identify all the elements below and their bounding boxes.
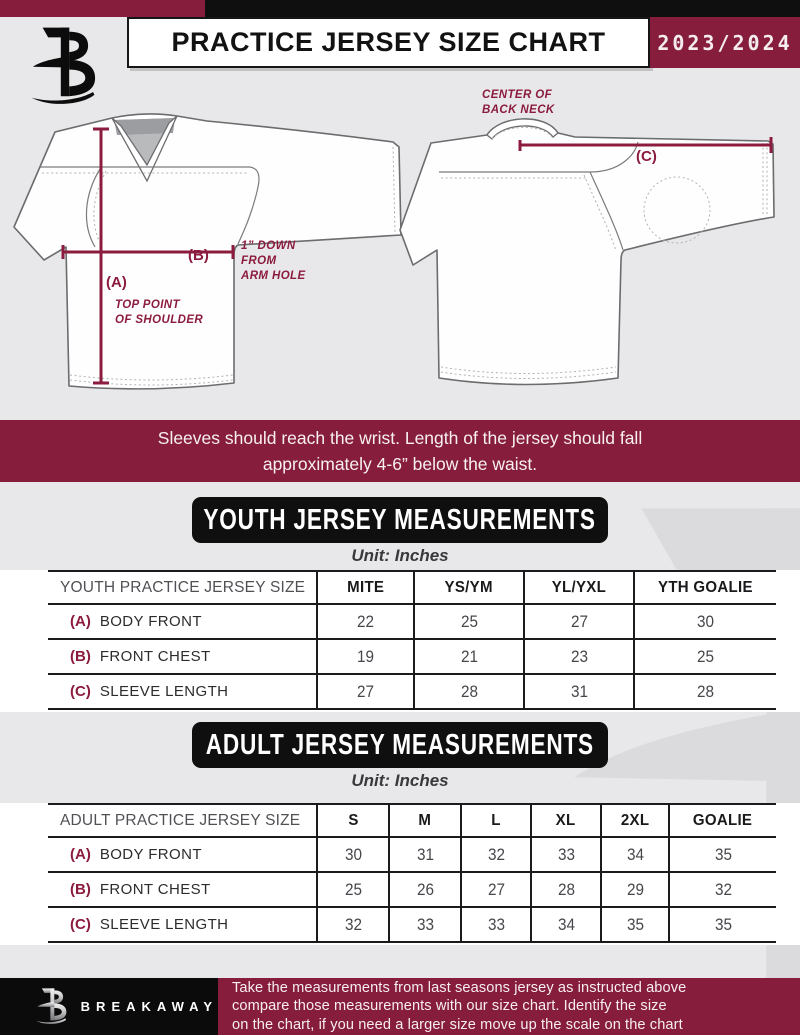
- table-cell: 27: [523, 605, 633, 640]
- table-cell: 33: [460, 908, 530, 943]
- table-cell: 28: [633, 675, 776, 710]
- table-cell: 27: [460, 873, 530, 908]
- top-strip-maroon: [0, 0, 205, 17]
- adult-row-label: (B) FRONT CHEST: [48, 873, 316, 908]
- table-cell: 35: [668, 908, 776, 943]
- youth-col-header: YTH GOALIE: [633, 570, 776, 605]
- table-cell: 32: [316, 908, 388, 943]
- breakaway-footer-logo-icon: [36, 987, 67, 1024]
- table-cell: 31: [388, 838, 460, 873]
- table-cell: 26: [388, 873, 460, 908]
- table-cell: 25: [633, 640, 776, 675]
- adult-col-header: L: [460, 803, 530, 838]
- table-cell: 34: [530, 908, 600, 943]
- measure-b-key: (B): [188, 247, 209, 264]
- adult-col-header: 2XL: [600, 803, 668, 838]
- measure-b-note: 1” DOWN FROM ARM HOLE: [241, 240, 306, 282]
- banner-line: approximately 4-6” below the waist.: [262, 454, 538, 474]
- measure-c-key: (C): [636, 148, 657, 165]
- table-cell: 30: [633, 605, 776, 640]
- table-cell: 25: [413, 605, 523, 640]
- adult-unit-label: Unit: Inches: [351, 771, 449, 790]
- youth-table: YOUTH PRACTICE JERSEY SIZE MITE YS/YM YL…: [48, 570, 776, 710]
- adult-col-header: GOALIE: [668, 803, 776, 838]
- table-cell: 33: [388, 908, 460, 943]
- youth-row-label: (B) FRONT CHEST: [48, 640, 316, 675]
- footer-note-line: compare those measurements with our size…: [232, 998, 667, 1015]
- top-strip-black: [205, 0, 800, 17]
- page-title: PRACTICE JERSEY SIZE CHART: [171, 27, 606, 57]
- instruction-banner: Sleeves should reach the wrist. Length o…: [0, 420, 800, 482]
- table-cell: 28: [413, 675, 523, 710]
- table-cell: 29: [600, 873, 668, 908]
- table-cell: 21: [413, 640, 523, 675]
- table-cell: 23: [523, 640, 633, 675]
- table-cell: 25: [316, 873, 388, 908]
- adult-table: ADULT PRACTICE JERSEY SIZE S M L XL 2XL …: [48, 803, 776, 943]
- measurement-lines-overlay: [61, 127, 773, 385]
- title-box: PRACTICE JERSEY SIZE CHART: [127, 17, 650, 68]
- youth-row-label: (C) SLEEVE LENGTH: [48, 675, 316, 710]
- adult-section-heading-box: ADULT JERSEY MEASUREMENTS: [192, 722, 608, 768]
- footer-note-line: on the chart, if you need a larger size …: [232, 1016, 683, 1033]
- measure-c-note: CENTER OF BACK NECK: [482, 89, 555, 116]
- table-cell: 33: [530, 838, 600, 873]
- table-cell: 35: [600, 908, 668, 943]
- back-jersey-diagram: [399, 118, 775, 386]
- season-box: 2023/2024: [650, 17, 800, 68]
- youth-section-heading-box: YOUTH JERSEY MEASUREMENTS: [192, 497, 608, 543]
- adult-col-header: XL: [530, 803, 600, 838]
- adult-col-header: S: [316, 803, 388, 838]
- footer-brand-name: BREAKAWAY: [80, 999, 218, 1014]
- youth-unit-label: Unit: Inches: [351, 546, 449, 565]
- youth-section-heading: YOUTH JERSEY MEASUREMENTS: [203, 503, 597, 536]
- adult-row-label: (C) SLEEVE LENGTH: [48, 908, 316, 943]
- footer-note-block: Take the measurements from last seasons …: [218, 978, 800, 1035]
- youth-col-header: YL/YXL: [523, 570, 633, 605]
- adult-size-col-header: ADULT PRACTICE JERSEY SIZE: [48, 803, 316, 838]
- table-cell: 32: [460, 838, 530, 873]
- table-cell: 35: [668, 838, 776, 873]
- adult-col-header: M: [388, 803, 460, 838]
- table-cell: 27: [316, 675, 413, 710]
- youth-col-header: YS/YM: [413, 570, 523, 605]
- footer-note-line: Take the measurements from last seasons …: [232, 979, 687, 996]
- measure-a-note: TOP POINT OF SHOULDER: [115, 299, 204, 326]
- youth-col-header: MITE: [316, 570, 413, 605]
- youth-row-label: (A) BODY FRONT: [48, 605, 316, 640]
- table-cell: 34: [600, 838, 668, 873]
- banner-line: Sleeves should reach the wrist. Length o…: [157, 428, 643, 448]
- table-cell: 30: [316, 838, 388, 873]
- adult-section-heading: ADULT JERSEY MEASUREMENTS: [205, 728, 595, 761]
- measure-a-key: (A): [106, 274, 127, 291]
- adult-table-band: [0, 803, 800, 945]
- table-cell: 31: [523, 675, 633, 710]
- season-label: 2023/2024: [657, 30, 793, 55]
- table-cell: 22: [316, 605, 413, 640]
- youth-size-col-header: YOUTH PRACTICE JERSEY SIZE: [48, 570, 316, 605]
- adult-row-label: (A) BODY FRONT: [48, 838, 316, 873]
- footer-brand-block: BREAKAWAY: [0, 978, 218, 1035]
- table-cell: 19: [316, 640, 413, 675]
- youth-table-band: [0, 570, 800, 712]
- table-cell: 32: [668, 873, 776, 908]
- table-cell: 28: [530, 873, 600, 908]
